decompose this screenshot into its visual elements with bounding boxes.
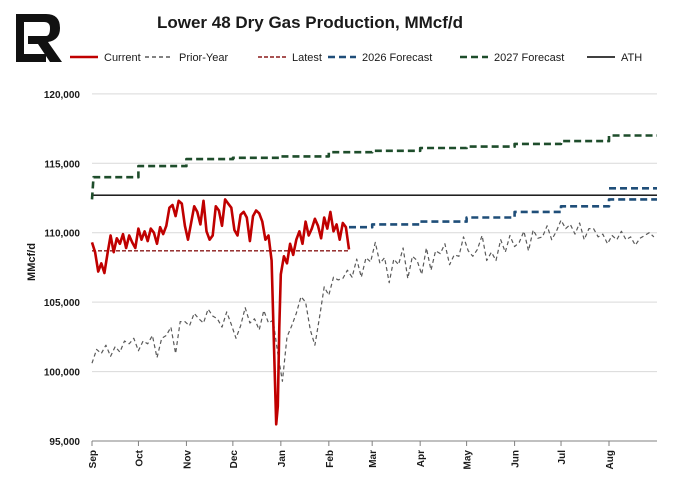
series-line-2026-forecast [349, 198, 657, 229]
chart-legend: Current Prior-Year Latest 2026 Forecast 2027… [70, 52, 642, 64]
y-tick-label: 95,000 [49, 437, 80, 448]
legend-label: Current [104, 52, 141, 64]
y-tick-label: 110,000 [44, 229, 80, 240]
brand-logo [16, 14, 62, 62]
y-tick-label: 115,000 [44, 159, 80, 170]
legend-item: 2026 Forecast [328, 52, 432, 64]
legend-label: 2026 Forecast [362, 52, 432, 64]
legend-item: Prior-Year [145, 52, 228, 64]
x-tick-label: Sep [88, 450, 99, 468]
legend-label: ATH [621, 52, 642, 64]
chart-title: Lower 48 Dry Gas Production, MMcf/d [157, 13, 463, 32]
x-axis-ticks: Sep Oct Nov Dec Jan Feb Mar Apr May Jun Jul Aug [88, 441, 616, 469]
legend-label: Latest [292, 52, 322, 64]
y-tick-label: 100,000 [44, 368, 81, 379]
x-tick-label: Jan [277, 450, 288, 467]
legend-item: ATH [587, 52, 642, 64]
legend-item: Current [70, 52, 141, 64]
x-tick-label: Jun [511, 450, 522, 468]
x-tick-label: May [463, 450, 474, 470]
y-tick-label: 105,000 [44, 298, 81, 309]
x-tick-label: Jul [557, 450, 568, 465]
x-tick-label: Feb [325, 450, 336, 468]
series-line-current [90, 198, 351, 426]
y-axis-label: MMcf/d [26, 243, 38, 281]
x-tick-label: Apr [416, 450, 427, 467]
x-tick-label: Oct [134, 449, 145, 466]
x-tick-label: Aug [605, 450, 616, 469]
y-axis-ticks: 95,000 100,000 105,000 110,000 115,000 120,00… [44, 90, 81, 448]
series-line-2027-forecast [90, 134, 657, 200]
series-line-prior-year [91, 219, 655, 382]
y-tick-label: 120,000 [44, 90, 81, 101]
x-tick-label: Dec [229, 450, 240, 469]
legend-item: 2027 Forecast [460, 52, 564, 64]
legend-label: Prior-Year [179, 52, 228, 64]
legend-label: 2027 Forecast [494, 52, 564, 64]
series-group [90, 134, 657, 426]
legend-item: Latest [258, 52, 322, 64]
x-tick-label: Nov [182, 450, 193, 469]
grid-lines [92, 93, 657, 442]
x-tick-label: Mar [368, 450, 379, 468]
